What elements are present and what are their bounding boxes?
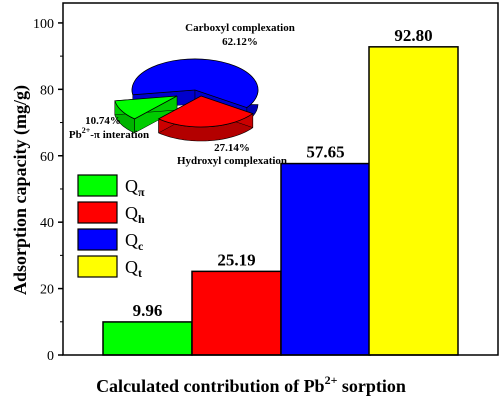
pie-slice-top xyxy=(157,95,254,128)
legend-label: Qc xyxy=(125,230,144,253)
pie-slice-top xyxy=(114,95,178,120)
y-tick-label: 20 xyxy=(40,283,54,298)
bar-value-label: 57.65 xyxy=(306,143,344,162)
plot-frame xyxy=(62,2,499,356)
y-tick-label: 100 xyxy=(33,17,54,32)
pie-label-carboxyl-percent: 62.12% xyxy=(222,36,258,48)
legend-label: Qπ xyxy=(125,176,145,199)
x-axis-label-sup: 2+ xyxy=(325,373,338,387)
pie-chart xyxy=(114,58,259,142)
x-axis-label-main: Calculated contribution of Pb xyxy=(96,376,325,396)
pie-label-hydroxyl-name: Hydroxyl complexation xyxy=(177,155,287,167)
bar-value-label: 25.19 xyxy=(217,250,255,269)
legend-label-main: Q xyxy=(125,176,138,196)
y-tick-label: 0 xyxy=(47,349,54,364)
bar-c xyxy=(280,162,371,356)
legend-label-main: Q xyxy=(125,230,138,250)
bar-t xyxy=(368,46,459,356)
legend-swatch xyxy=(77,255,118,278)
bar-π xyxy=(102,321,193,356)
pie-label-carboxyl-name: Carboxyl complexation xyxy=(185,22,295,34)
legend-swatch xyxy=(77,174,118,197)
pie-label-pi-name: Pb2+-π interation xyxy=(69,126,149,141)
legend-swatch xyxy=(77,201,118,224)
y-tick-label: 80 xyxy=(40,83,54,98)
legend-label-sub: π xyxy=(138,185,145,199)
legend-label-sub: c xyxy=(138,239,144,253)
bar-value-label: 9.96 xyxy=(133,301,163,320)
legend-label-main: Q xyxy=(125,203,138,223)
x-axis-label: Calculated contribution of Pb2+ sorption xyxy=(96,373,406,396)
bar-h xyxy=(191,270,282,356)
y-tick-label: 40 xyxy=(40,216,54,231)
legend-label: Qh xyxy=(125,203,145,226)
y-tick-label: 60 xyxy=(40,150,54,165)
legend-swatch xyxy=(77,228,118,251)
legend-label-sub: h xyxy=(138,212,145,226)
pie-slice-top xyxy=(131,58,259,109)
pie-label-pi-sup: 2+ xyxy=(82,126,91,135)
bar-value-label: 92.80 xyxy=(394,26,432,45)
pie-label-pi-percent: 10.74% xyxy=(85,115,121,127)
pie-label-pi-prefix: Pb xyxy=(69,129,82,141)
bars-layer: 9.96 25.19 57.65 92.80 xyxy=(102,26,459,356)
legend-label-sub: t xyxy=(138,266,142,280)
legend-label: Qt xyxy=(125,257,142,280)
y-axis-label: Adsorption capacity (mg/g) xyxy=(10,85,31,295)
pie-label-hydroxyl-percent: 27.14% xyxy=(214,142,250,154)
x-axis-label-end: sorption xyxy=(337,376,406,396)
legend-label-main: Q xyxy=(125,257,138,277)
pie-label-pi-rest: -π interation xyxy=(90,129,149,141)
y-axis: 0 20 40 60 80 100 xyxy=(33,17,63,364)
